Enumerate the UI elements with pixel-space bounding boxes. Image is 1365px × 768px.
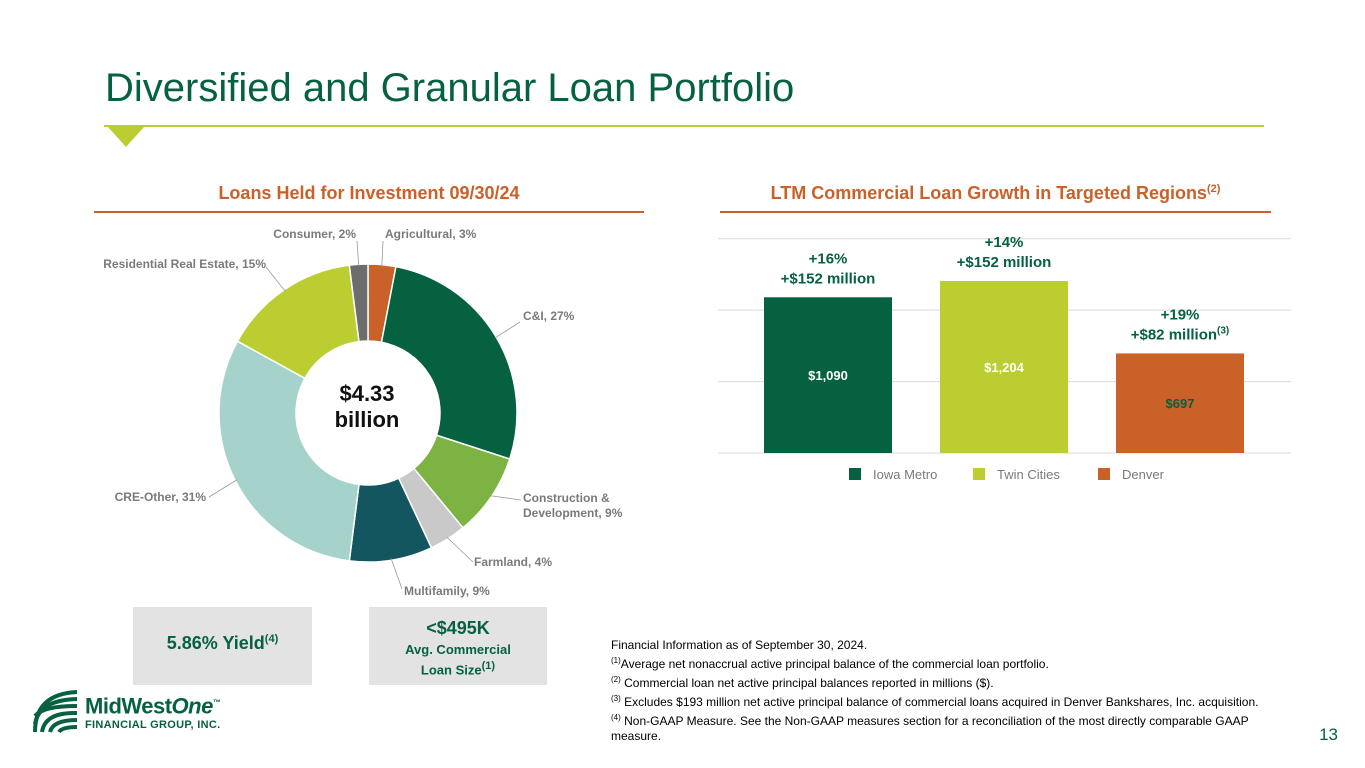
donut-leader-multifamily	[390, 558, 403, 590]
loan-size-value: <$495K	[426, 618, 490, 638]
logo-wordmark: MidWestOne™ FINANCIAL GROUP, INC.	[85, 693, 221, 732]
donut-leader-farmland	[446, 536, 474, 563]
donut-center-unit: billion	[335, 407, 400, 432]
slide-title: Diversified and Granular Loan Portfolio	[105, 66, 795, 110]
donut-chart: Agricultural, 3% C&I, 27% Construction & De…	[103, 227, 622, 598]
donut-label-construction-development: Construction & Development, 9%	[523, 491, 623, 520]
donut-leader-agricultural	[381, 240, 384, 267]
bar-chart: $1,090 +16% +$152 million $1,204 +14% +$152 m…	[718, 234, 1291, 482]
donut-leader-cre-other	[208, 479, 238, 498]
footnote-2: (2) Commercial loan net active principal…	[611, 675, 994, 690]
bar-denver	[1116, 353, 1244, 453]
donut-slice-c-i	[380, 265, 518, 460]
yield-box: 5.86% Yield(4)	[133, 607, 312, 685]
donut-heading: Loans Held for Investment 09/30/24	[218, 183, 520, 203]
loan-size-box: <$495K Avg. Commercial Loan Size(1)	[369, 607, 547, 685]
footnote-4: (4) Non-GAAP Measure. See the Non-GAAP m…	[611, 713, 1249, 743]
donut-leader-residential-real-estate	[265, 266, 286, 292]
bar-value-iowa-metro: $1,090	[808, 368, 848, 383]
footnote-3: (3) Excludes $193 million net active pri…	[611, 694, 1259, 709]
donut-label-cre-other: CRE-Other, 31%	[115, 490, 207, 504]
page-number: 13	[1319, 725, 1338, 744]
donut-label-c-i: C&I, 27%	[523, 309, 575, 323]
donut-label-consumer: Consumer, 2%	[273, 227, 356, 241]
yield-text: 5.86% Yield(4)	[166, 633, 279, 653]
title-accent-triangle	[108, 127, 144, 147]
bar-heading: LTM Commercial Loan Growth in Targeted R…	[770, 183, 1221, 203]
legend-swatch-denver	[1098, 468, 1110, 480]
donut-label-multifamily: Multifamily, 9%	[404, 584, 490, 598]
donut-leader-consumer	[356, 240, 360, 267]
donut-label-residential-real-estate: Residential Real Estate, 15%	[103, 257, 266, 271]
legend-swatch-iowa-metro	[849, 468, 861, 480]
donut-leader-c-i	[494, 321, 521, 339]
footnotes: Financial Information as of September 30…	[611, 638, 1261, 744]
logo-mark-icon	[33, 690, 79, 734]
legend-label-denver: Denver	[1122, 467, 1165, 482]
footnote-intro: Financial Information as of September 30…	[611, 638, 868, 652]
bar-heading-rule	[720, 211, 1271, 213]
donut-heading-rule	[94, 211, 644, 213]
donut-leader-construction-development	[489, 495, 522, 501]
footnote-1: (1)Average net nonaccrual active princip…	[611, 656, 1049, 671]
bar-growth-pct-iowa-metro: +16%	[809, 250, 848, 267]
donut-center-value: $4.33	[339, 381, 394, 406]
bar-growth-pct-denver: +19%	[1161, 306, 1200, 323]
donut-label-farmland: Farmland, 4%	[474, 555, 552, 569]
loan-size-label: Avg. Commercial Loan Size(1)	[405, 642, 511, 678]
bar-growth-amount-iowa-metro: +$152 million	[781, 270, 876, 287]
bar-value-denver: $697	[1166, 396, 1195, 411]
bar-value-twin-cities: $1,204	[984, 360, 1025, 375]
bar-growth-amount-denver: +$82 million(3)	[1131, 325, 1230, 343]
bar-growth-amount-twin-cities: +$152 million	[957, 254, 1052, 271]
title-underline	[104, 125, 1264, 127]
bar-iowa-metro	[764, 297, 892, 453]
legend-label-twin-cities: Twin Cities	[997, 467, 1060, 482]
legend-swatch-twin-cities	[973, 468, 985, 480]
bar-growth-pct-twin-cities: +14%	[985, 234, 1024, 251]
legend-label-iowa-metro: Iowa Metro	[873, 467, 937, 482]
donut-slice-consumer	[348, 263, 369, 343]
donut-slice-cre-other	[218, 340, 360, 562]
bar-twin-cities	[940, 281, 1068, 453]
donut-label-agricultural: Agricultural, 3%	[385, 227, 477, 241]
